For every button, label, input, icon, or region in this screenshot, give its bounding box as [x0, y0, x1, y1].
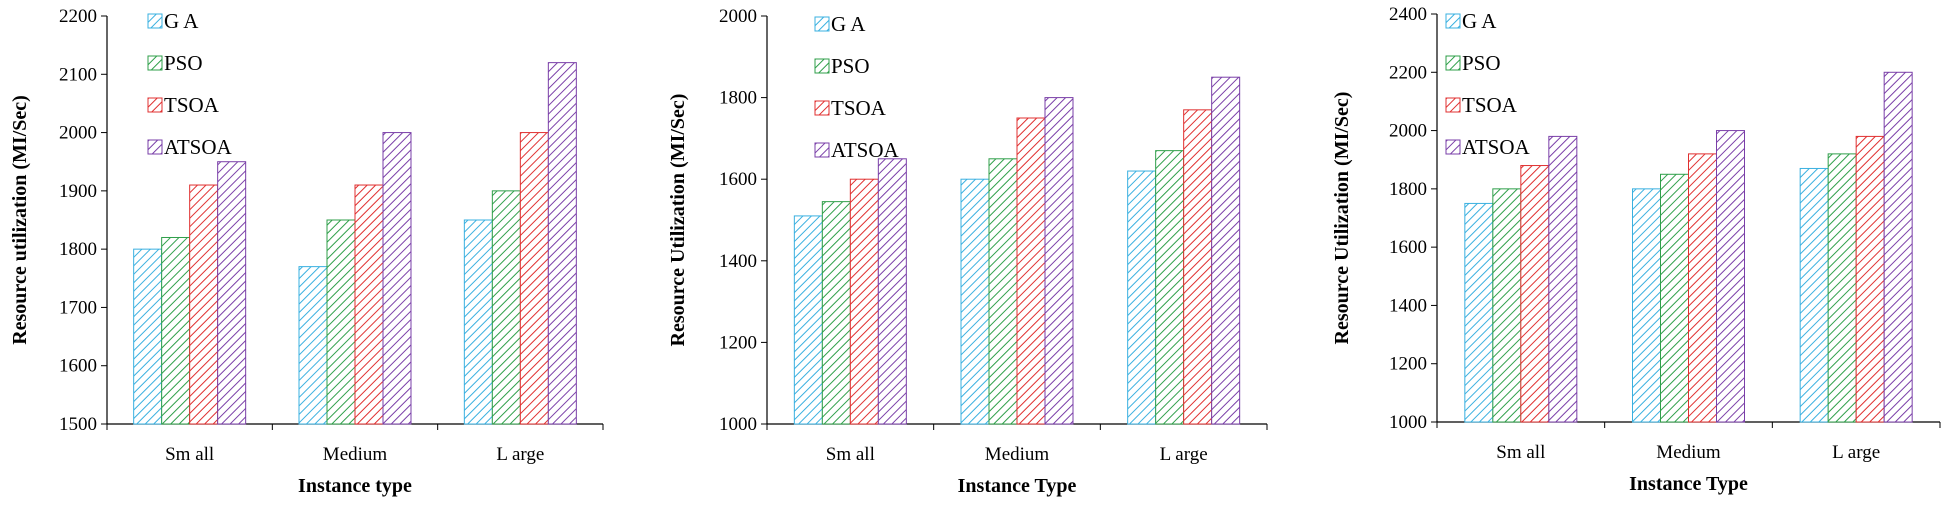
chart1-y-tick-label: 2000 [59, 123, 97, 144]
chart1-y-tick-label: 1800 [59, 239, 97, 260]
chart2-y-tick-label: 2000 [719, 6, 757, 27]
chart2-legend-label-tsoa: TSOA [831, 96, 887, 120]
chart2-category-label: Sm all [826, 444, 875, 465]
chart1-bar-tsoa-medium [354, 184, 384, 425]
chart3-y-tick-label: 1200 [1389, 354, 1427, 375]
chart1-legend-label-pso: PSO [164, 51, 203, 75]
chart1-bar-tsoa-large [519, 132, 549, 425]
chart1-bar-pso-medium [326, 219, 356, 425]
chart3-bar-tsoa-small [1520, 165, 1550, 423]
chart2-bar-tsoa-large [1183, 109, 1213, 425]
chart3-bar-pso-medium [1660, 173, 1689, 423]
chart2-bar-atsoa-small [877, 158, 907, 425]
chart1-y-tick-label: 1900 [59, 181, 97, 202]
chart2-y-axis-title: Resource Utilization (MI/Sec) [667, 94, 689, 347]
chart3-legend-swatch-ga [1445, 13, 1461, 29]
chart1-y-axis-title: Resource utilization (MI/Sec) [9, 95, 31, 345]
chart3-y-tick-label: 2200 [1389, 62, 1427, 83]
chart2-y-tick-label: 1400 [719, 251, 757, 272]
chart3-y-tick-label: 1800 [1389, 179, 1427, 200]
chart3-y-axis-title: Resource Utilization (MI/Sec) [1331, 92, 1353, 345]
chart2-legend-label-pso: PSO [831, 54, 870, 78]
chart1-y-tick-label: 2200 [59, 6, 97, 27]
chart1-bar-ga-small [133, 248, 163, 425]
chart2-x-axis-title: Instance Type [958, 475, 1077, 497]
chart2-legend-swatch-ga [814, 16, 830, 32]
chart3-legend-swatch-pso [1445, 55, 1461, 71]
chart2-category-label: Medium [985, 444, 1050, 465]
chart3-legend-label-pso: PSO [1462, 51, 1501, 75]
chart1-legend-label-tsoa: TSOA [164, 93, 220, 117]
chart1-bar-pso-large [491, 190, 521, 425]
chart2-legend-swatch-atsoa [814, 142, 830, 158]
chart2-bar-tsoa-small [849, 178, 879, 425]
chart1-category-label: L arge [496, 444, 544, 465]
chart3-category-label: Sm all [1496, 442, 1545, 463]
chart1-bar-pso-small [161, 236, 191, 425]
chart2-bar-tsoa-medium [1016, 117, 1046, 425]
chart2-bar-ga-large [1127, 170, 1157, 425]
chart2-bar-pso-medium [988, 158, 1018, 425]
chart2-bar-ga-medium [960, 178, 990, 425]
chart1-category-label: Medium [323, 444, 388, 465]
chart3-bar-ga-medium [1632, 188, 1661, 423]
chart1-category-label: Sm all [165, 444, 214, 465]
chart2-y-tick-label: 1200 [719, 332, 757, 353]
chart2-bar-atsoa-large [1211, 76, 1241, 425]
chart1-bar-tsoa-small [189, 184, 219, 425]
chart2-bar-ga-small [793, 215, 823, 425]
chart1-y-tick-label: 1700 [59, 297, 97, 318]
chart3-bar-atsoa-small [1548, 135, 1578, 423]
chart3-bar-atsoa-medium [1716, 130, 1745, 423]
chart2-y-tick-label: 1800 [719, 88, 757, 109]
chart2-y-tick-label: 1000 [719, 414, 757, 435]
chart2-y-tick-label: 1600 [719, 169, 757, 190]
chart3-bar-pso-large [1827, 153, 1857, 423]
chart1-bar-ga-medium [298, 266, 328, 425]
chart2-bar-atsoa-medium [1044, 97, 1074, 425]
chart1-bar-atsoa-small [217, 161, 247, 425]
chart1-x-axis-title: Instance type [298, 475, 412, 497]
chart2-bar-pso-large [1155, 150, 1185, 425]
chart3-y-tick-label: 1400 [1389, 295, 1427, 316]
chart1-legend-swatch-ga [147, 13, 163, 29]
chart2-legend-swatch-pso [814, 58, 830, 74]
chart3-legend-label-ga: G A [1462, 9, 1497, 33]
chart3-legend-label-atsoa: ATSOA [1462, 135, 1531, 159]
chart1-bar-atsoa-large [547, 62, 577, 425]
chart1-legend-label-ga: G A [164, 9, 199, 33]
chart1-legend-swatch-pso [147, 55, 163, 71]
chart3-bar-tsoa-large [1855, 135, 1885, 423]
chart3-bar-ga-small [1464, 202, 1494, 423]
chart2-legend-label-atsoa: ATSOA [831, 138, 900, 162]
chart2-category-label: L arge [1160, 444, 1208, 465]
chart3-y-tick-label: 2400 [1389, 4, 1427, 25]
chart3-y-tick-label: 1600 [1389, 237, 1427, 258]
chart3-category-label: Medium [1656, 442, 1721, 463]
chart3-x-axis-title: Instance Type [1629, 473, 1748, 495]
chart3-legend-swatch-tsoa [1445, 97, 1461, 113]
chart3-legend-swatch-atsoa [1445, 139, 1461, 155]
chart1-legend-label-atsoa: ATSOA [164, 135, 233, 159]
chart3-legend-label-tsoa: TSOA [1462, 93, 1518, 117]
chart3-category-label: L arge [1832, 442, 1880, 463]
chart2-legend-swatch-tsoa [814, 100, 830, 116]
chart2-legend-label-ga: G A [831, 12, 866, 36]
chart1-y-tick-label: 2100 [59, 64, 97, 85]
chart1-legend-swatch-tsoa [147, 97, 163, 113]
chart1-bar-atsoa-medium [382, 132, 412, 425]
chart2-bar-pso-small [821, 201, 851, 425]
chart1-y-tick-label: 1500 [59, 414, 97, 435]
chart1-y-tick-label: 1600 [59, 356, 97, 377]
chart3-bar-tsoa-medium [1688, 153, 1717, 423]
chart3-bar-atsoa-large [1883, 71, 1913, 423]
chart1-bar-ga-large [463, 219, 493, 425]
chart3-y-tick-label: 2000 [1389, 121, 1427, 142]
chart1-legend-swatch-atsoa [147, 139, 163, 155]
chart3-y-tick-label: 1000 [1389, 412, 1427, 433]
chart3-bar-pso-small [1492, 188, 1522, 423]
chart3-bar-ga-large [1799, 167, 1829, 423]
